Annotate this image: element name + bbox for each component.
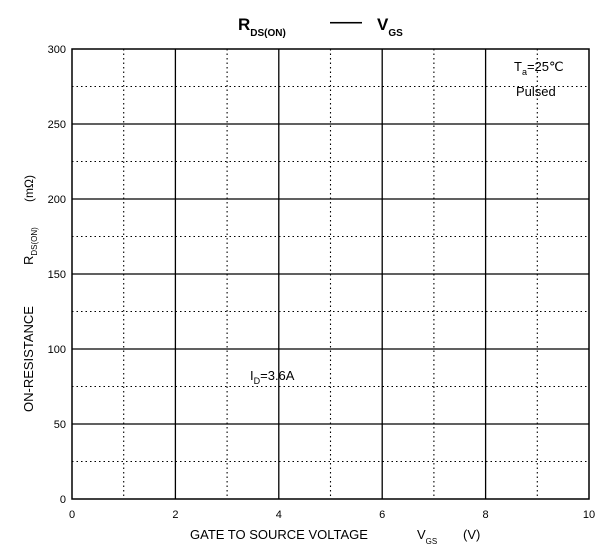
x-axis-symbol: V xyxy=(417,527,426,542)
y-axis-symbol-sub: DS(ON) xyxy=(30,227,39,256)
x-axis-unit: (V) xyxy=(463,527,480,542)
y-tick-label: 300 xyxy=(48,44,66,56)
x-axis-symbol-sub: GS xyxy=(426,537,438,546)
y-axis-title: ON-RESISTANCE xyxy=(21,306,36,412)
svg-text:RDS(ON): RDS(ON) xyxy=(238,15,286,39)
id-sub: D xyxy=(254,376,261,386)
y-tick-label: 250 xyxy=(48,119,66,131)
id-symbol: I xyxy=(250,368,254,383)
temp-value: =25℃ xyxy=(527,59,564,74)
x-axis-label: GATE TO SOURCE VOLTAGE VGS (V) xyxy=(190,527,480,546)
x-tick-label: 10 xyxy=(583,509,595,521)
conditions-annotation: Ta=25℃ Pulsed xyxy=(514,59,564,99)
chart-title: RDS(ON) —— VGS xyxy=(238,14,403,39)
title-r: R xyxy=(238,15,250,34)
svg-text:VGS: VGS xyxy=(417,527,437,546)
y-axis-unit: (mΩ) xyxy=(22,175,36,202)
y-axis-label: ON-RESISTANCE RDS(ON) (mΩ) xyxy=(21,175,39,412)
id-annotation: ID=3.6A xyxy=(250,368,295,386)
x-axis-ticks: 0 2 4 6 8 10 xyxy=(69,509,595,521)
y-tick-label: 100 xyxy=(48,344,66,356)
x-tick-label: 6 xyxy=(379,509,385,521)
y-tick-label: 0 xyxy=(60,494,66,506)
grid xyxy=(72,49,589,499)
pulsed-label: Pulsed xyxy=(516,84,556,99)
x-tick-label: 2 xyxy=(172,509,178,521)
x-tick-label: 8 xyxy=(483,509,489,521)
title-separator: —— xyxy=(330,14,362,31)
title-r-sub: DS(ON) xyxy=(250,28,286,39)
svg-text:RDS(ON): RDS(ON) xyxy=(21,227,39,265)
id-value: =3.6A xyxy=(260,368,295,383)
title-v-sub: GS xyxy=(388,28,403,39)
svg-text:Ta=25℃: Ta=25℃ xyxy=(514,59,564,77)
temp-sub: a xyxy=(522,67,527,77)
temp-symbol: T xyxy=(514,59,522,74)
y-tick-label: 200 xyxy=(48,194,66,206)
plot-frame xyxy=(71,48,590,500)
y-tick-label: 150 xyxy=(48,269,66,281)
x-tick-label: 0 xyxy=(69,509,75,521)
y-tick-label: 50 xyxy=(54,419,66,431)
title-v: V xyxy=(377,15,389,34)
x-tick-label: 4 xyxy=(276,509,282,521)
x-axis-title: GATE TO SOURCE VOLTAGE xyxy=(190,527,368,542)
y-axis-ticks: 0 50 100 150 200 250 300 xyxy=(48,44,66,506)
svg-text:ID=3.6A: ID=3.6A xyxy=(250,368,295,386)
svg-text:VGS: VGS xyxy=(377,15,403,39)
y-axis-symbol: R xyxy=(21,256,36,265)
